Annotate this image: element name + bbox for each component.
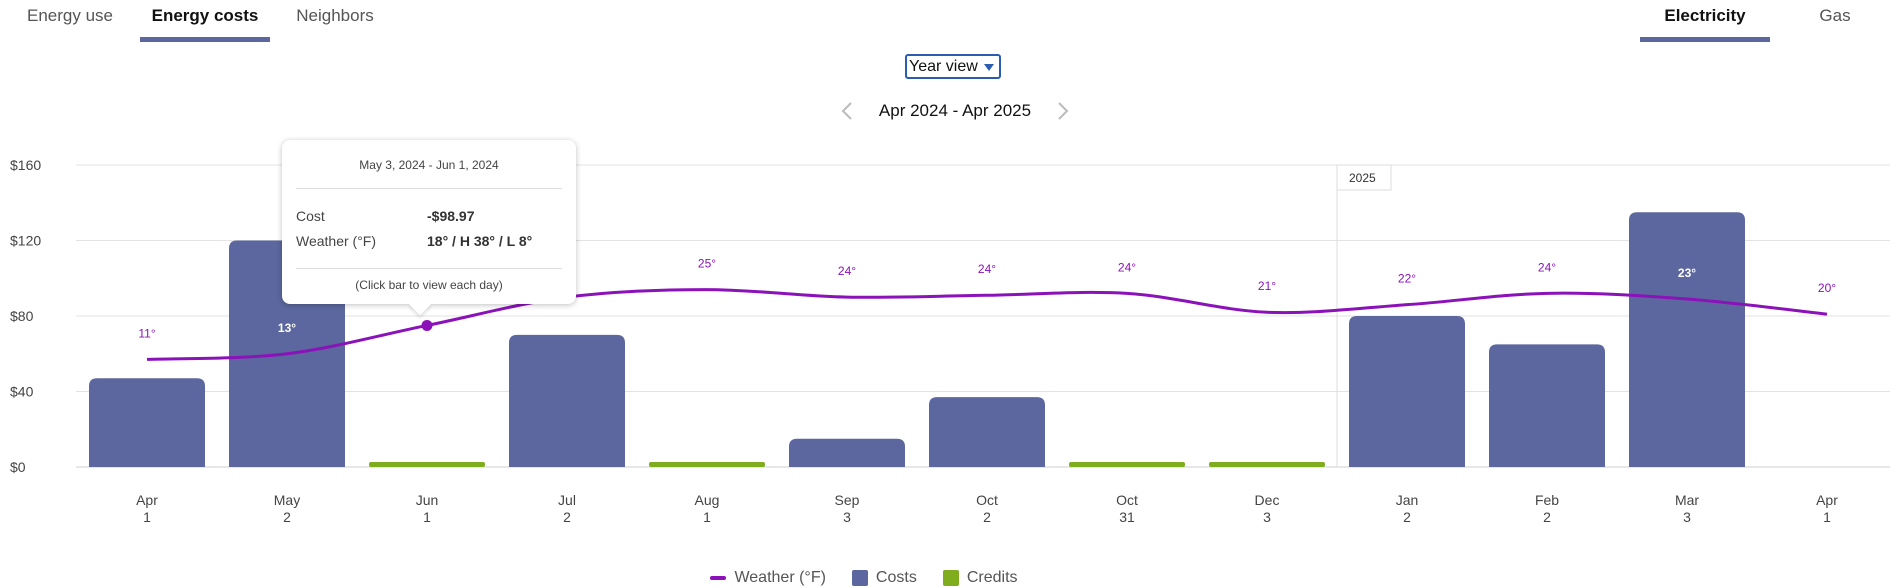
x-tick-month: Oct xyxy=(976,492,998,508)
view-select[interactable]: Year view xyxy=(905,54,1001,79)
x-tick-day: 1 xyxy=(1823,509,1831,525)
weather-temp-label: 23° xyxy=(1678,266,1696,280)
cost-bar[interactable] xyxy=(1489,344,1605,467)
energy-cost-chart: $0$40$80$120$1602025Apr1May2Jun1Jul2Aug1… xyxy=(10,157,1890,525)
y-tick-label: $120 xyxy=(10,233,41,249)
date-range-nav: Apr 2024 - Apr 2025 xyxy=(840,98,1070,124)
cost-bar[interactable] xyxy=(509,334,625,467)
cost-bar[interactable] xyxy=(89,378,205,467)
tooltip-cost-value: -$98.97 xyxy=(427,208,475,224)
tab-gas[interactable]: Gas xyxy=(1819,6,1851,25)
x-tick-day: 31 xyxy=(1119,509,1135,525)
x-tick-day: 3 xyxy=(1263,509,1271,525)
tooltip-weather-value: 18° / H 38° / L 8° xyxy=(427,233,533,249)
x-tick-day: 1 xyxy=(423,509,431,525)
x-tick-month: Jul xyxy=(558,492,576,508)
x-tick-month: Dec xyxy=(1255,492,1280,508)
legend-credits-label: Credits xyxy=(966,569,1018,586)
year-marker-box xyxy=(1336,164,1392,191)
x-tick-day: 2 xyxy=(1543,509,1551,525)
legend-costs-swatch xyxy=(851,570,868,586)
weather-temp-label: 24° xyxy=(838,264,856,278)
tab-electricity[interactable]: Electricity xyxy=(1640,0,1770,42)
weather-temp-label: 13° xyxy=(278,321,296,335)
weather-point-selected xyxy=(421,319,433,331)
weather-temp-label: 25° xyxy=(698,257,716,271)
chart-tooltip: May 3, 2024 - Jun 1, 2024 Cost -$98.97 W… xyxy=(282,140,576,316)
view-select-value: Year view xyxy=(909,58,978,75)
chevron-left-icon[interactable] xyxy=(840,101,854,121)
y-tick-label: $40 xyxy=(10,384,34,400)
weather-temp-label: 24° xyxy=(1118,260,1136,274)
x-tick-month: Oct xyxy=(1116,492,1138,508)
weather-temp-label: 22° xyxy=(1398,272,1416,286)
chart-legend: Weather (°F) Costs Credits xyxy=(0,568,1898,588)
x-tick-day: 2 xyxy=(983,509,991,525)
x-tick-month: Mar xyxy=(1675,492,1699,508)
chevron-right-icon[interactable] xyxy=(1056,101,1070,121)
cost-bar[interactable] xyxy=(789,438,905,467)
fuel-tabs: Electricity Gas xyxy=(1640,0,1898,44)
x-tick-month: Jun xyxy=(416,492,439,508)
legend-costs-label: Costs xyxy=(875,569,917,586)
weather-temp-label: 11° xyxy=(138,326,155,340)
cost-bar[interactable] xyxy=(929,397,1045,467)
tab-neighbors[interactable]: Neighbors xyxy=(296,6,374,25)
chevron-down-icon xyxy=(984,64,994,71)
x-tick-day: 1 xyxy=(703,509,711,525)
x-tick-month: Apr xyxy=(136,492,158,508)
cost-bar[interactable] xyxy=(1629,212,1745,467)
x-tick-month: Jan xyxy=(1396,492,1419,508)
year-marker-label: 2025 xyxy=(1349,171,1376,185)
legend-costs[interactable]: Costs xyxy=(851,569,917,587)
credit-bar[interactable] xyxy=(649,462,765,467)
x-tick-day: 2 xyxy=(563,509,571,525)
x-tick-day: 3 xyxy=(843,509,851,525)
x-tick-day: 3 xyxy=(1683,509,1691,525)
cost-bar[interactable] xyxy=(1349,316,1465,467)
x-tick-month: May xyxy=(274,492,300,508)
legend-weather-swatch xyxy=(710,576,727,580)
tooltip-cost-label: Cost xyxy=(296,208,325,224)
tooltip-divider xyxy=(296,268,562,269)
tooltip-weather-label: Weather (°F) xyxy=(296,233,377,249)
weather-temp-label: 24° xyxy=(1538,260,1556,274)
x-tick-month: Feb xyxy=(1535,492,1559,508)
x-tick-day: 2 xyxy=(283,509,291,525)
legend-credits-swatch xyxy=(942,570,959,586)
credit-bar[interactable] xyxy=(1209,462,1325,467)
tooltip-divider xyxy=(296,188,562,189)
weather-temp-label: 20° xyxy=(1818,281,1836,295)
legend-weather-label: Weather (°F) xyxy=(734,569,826,586)
weather-temp-label: 21° xyxy=(1258,279,1276,293)
credit-bar[interactable] xyxy=(1069,462,1185,467)
energy-type-tabs: Energy use Energy costs Neighbors xyxy=(0,0,400,44)
x-tick-day: 2 xyxy=(1403,509,1411,525)
x-tick-month: Aug xyxy=(695,492,720,508)
x-tick-month: Apr xyxy=(1816,492,1838,508)
tab-energy-costs[interactable]: Energy costs xyxy=(140,0,270,42)
tab-energy-use[interactable]: Energy use xyxy=(27,6,113,25)
y-tick-label: $0 xyxy=(10,459,26,475)
y-tick-label: $80 xyxy=(10,308,34,324)
x-tick-month: Sep xyxy=(835,492,860,508)
credit-bar[interactable] xyxy=(369,462,485,467)
tooltip-hint: (Click bar to view each day) xyxy=(355,278,503,292)
x-tick-day: 1 xyxy=(143,509,151,525)
y-tick-label: $160 xyxy=(10,157,41,173)
legend-weather[interactable]: Weather (°F) xyxy=(710,569,826,587)
weather-temp-label: 24° xyxy=(978,262,996,276)
legend-credits[interactable]: Credits xyxy=(942,569,1018,587)
date-range-label: Apr 2024 - Apr 2025 xyxy=(878,101,1032,120)
tooltip-date: May 3, 2024 - Jun 1, 2024 xyxy=(359,158,499,172)
